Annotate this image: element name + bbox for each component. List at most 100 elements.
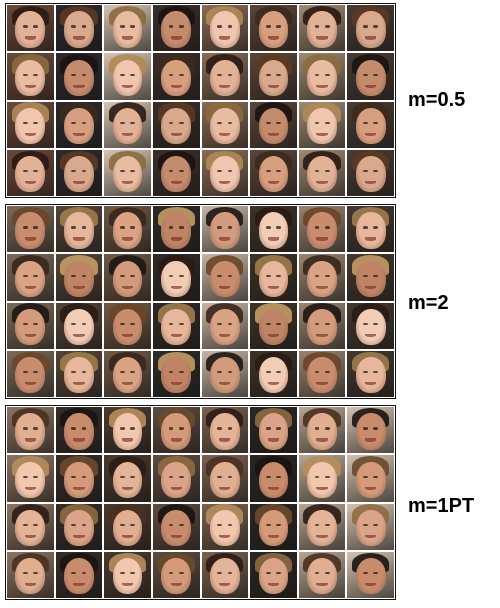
face-skin xyxy=(258,461,289,498)
face-skin xyxy=(15,509,46,547)
face-skin xyxy=(355,107,386,145)
face-eye xyxy=(81,226,87,229)
face-eye xyxy=(363,371,368,374)
face-mouth xyxy=(73,237,85,241)
face-eye xyxy=(33,572,38,575)
face-thumbnail xyxy=(7,455,54,502)
face-thumbnail xyxy=(7,503,54,550)
face-eye xyxy=(227,322,233,326)
face-eye xyxy=(71,73,77,76)
face-skin xyxy=(161,558,192,595)
face-thumbnail xyxy=(104,407,151,454)
face-eye xyxy=(324,371,330,374)
face-eye xyxy=(178,523,184,527)
face-skin xyxy=(307,558,337,595)
face-mouth xyxy=(365,583,377,587)
face-mouth xyxy=(170,36,182,40)
face-eye xyxy=(33,523,38,527)
face-eye xyxy=(276,572,281,575)
face-skin xyxy=(64,107,94,145)
face-mouth xyxy=(316,382,328,386)
face-mouth xyxy=(73,534,85,539)
face-eye xyxy=(314,371,320,374)
face-eye xyxy=(168,371,174,374)
face-eye xyxy=(227,226,233,229)
face-eye xyxy=(227,121,233,125)
face-eye xyxy=(265,371,271,374)
face-eye xyxy=(314,170,320,173)
face-skin xyxy=(64,59,94,96)
face-eye xyxy=(81,523,87,527)
face-eye xyxy=(276,322,281,326)
face-skin xyxy=(209,357,240,394)
face-eye xyxy=(324,73,330,76)
face-thumbnail xyxy=(152,551,200,598)
face-eye xyxy=(130,226,136,229)
face-eye xyxy=(373,475,379,478)
face-eye xyxy=(265,170,271,173)
face-mouth xyxy=(365,534,377,539)
face-eye xyxy=(324,274,330,277)
face-skin xyxy=(112,11,143,48)
face-mouth xyxy=(24,382,36,386)
panel-label-m05: m=0.5 xyxy=(408,89,466,111)
face-eye xyxy=(314,322,320,326)
face-eye xyxy=(178,121,184,125)
face-eye xyxy=(120,121,125,125)
face-mouth xyxy=(365,285,377,289)
face-mouth xyxy=(365,237,377,241)
face-eye xyxy=(227,371,233,374)
face-skin xyxy=(209,413,240,450)
face-eye xyxy=(363,226,368,229)
face-skin xyxy=(161,260,192,297)
face-skin xyxy=(258,357,289,394)
face-eye xyxy=(33,25,38,28)
face-eye xyxy=(276,25,281,28)
face-thumbnail xyxy=(55,149,103,196)
face-eye xyxy=(71,121,77,125)
face-thumbnail xyxy=(55,551,103,598)
face-skin xyxy=(355,413,386,450)
face-thumbnail xyxy=(104,302,151,349)
face-skin xyxy=(112,260,143,297)
face-mouth xyxy=(219,84,231,88)
face-skin xyxy=(15,558,46,595)
face-thumbnail xyxy=(55,407,103,454)
face-skin xyxy=(112,212,143,249)
face-thumbnail xyxy=(104,206,151,253)
face-skin xyxy=(355,558,386,595)
face-thumbnail xyxy=(201,53,249,100)
face-mouth xyxy=(24,237,36,241)
face-skin xyxy=(64,11,94,48)
face-thumbnail xyxy=(152,455,200,502)
face-thumbnail xyxy=(347,551,394,598)
face-thumbnail xyxy=(201,350,249,397)
face-eye xyxy=(217,427,222,430)
face-eye xyxy=(178,371,184,374)
face-eye xyxy=(120,226,125,229)
face-eye xyxy=(22,226,28,229)
face-eye xyxy=(71,274,77,277)
face-mouth xyxy=(170,84,182,88)
face-eye xyxy=(276,226,281,229)
face-grid-panel-m05 xyxy=(5,3,396,198)
face-mouth xyxy=(121,36,134,40)
face-mouth xyxy=(365,132,377,137)
face-mouth xyxy=(170,181,182,185)
face-thumbnail xyxy=(298,302,346,349)
face-mouth xyxy=(170,583,182,587)
face-thumbnail xyxy=(347,149,394,196)
face-eye xyxy=(373,523,379,527)
face-skin xyxy=(307,357,337,394)
face-eye xyxy=(324,121,330,125)
face-thumbnail xyxy=(250,455,297,502)
face-skin xyxy=(112,357,143,394)
face-skin xyxy=(258,260,289,297)
face-skin xyxy=(258,308,289,346)
face-thumbnail xyxy=(7,101,54,148)
face-eye xyxy=(120,523,125,527)
face-eye xyxy=(33,73,38,76)
face-mouth xyxy=(73,486,85,490)
face-eye xyxy=(363,427,368,430)
face-thumbnail xyxy=(7,254,54,301)
